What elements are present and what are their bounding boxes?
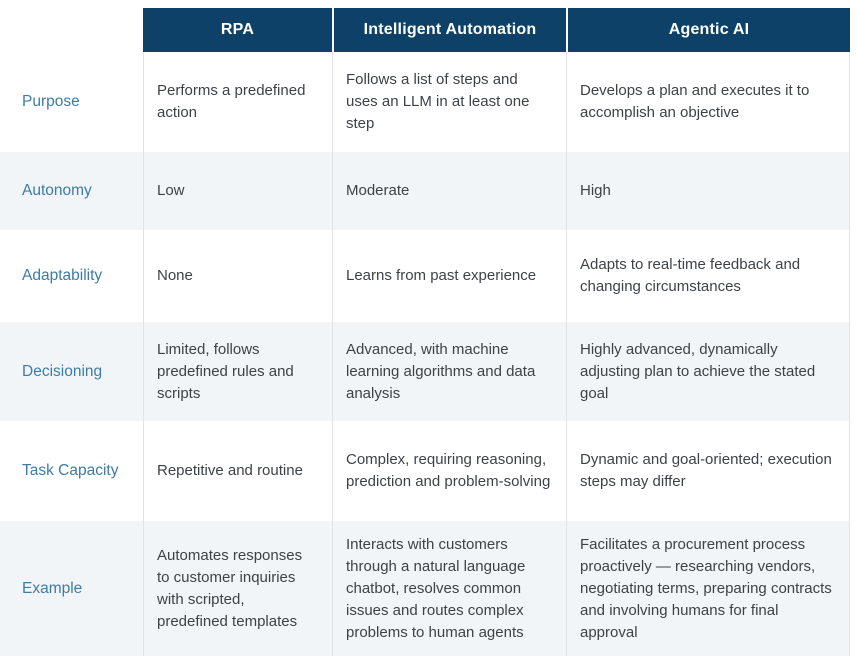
table-cell-autonomy-intelligent-automation: Moderate <box>332 152 566 230</box>
column-header-agentic-ai: Agentic AI <box>566 8 850 52</box>
table-cell-decisioning-rpa: Limited, follows predefined rules and sc… <box>143 322 332 421</box>
table-cell-task-capacity-rpa: Repetitive and routine <box>143 421 332 521</box>
table-cell-adaptability-agentic-ai: Adapts to real-time feedback and changin… <box>566 230 850 322</box>
row-label-example: Example <box>0 521 143 656</box>
row-label-adaptability: Adaptability <box>0 230 143 322</box>
row-label-autonomy: Autonomy <box>0 152 143 230</box>
table-cell-decisioning-agentic-ai: Highly advanced, dynamically adjusting p… <box>566 322 850 421</box>
table-cell-purpose-agentic-ai: Develops a plan and executes it to accom… <box>566 52 850 152</box>
table-cell-decisioning-intelligent-automation: Advanced, with machine learning algorith… <box>332 322 566 421</box>
row-label-purpose: Purpose <box>0 52 143 152</box>
column-header-intelligent-automation: Intelligent Automation <box>332 8 566 52</box>
table-cell-task-capacity-intelligent-automation: Complex, requiring reasoning, prediction… <box>332 421 566 521</box>
row-label-task-capacity: Task Capacity <box>0 421 143 521</box>
table-grid: RPA Intelligent Automation Agentic AI Pu… <box>0 8 850 656</box>
row-label-decisioning: Decisioning <box>0 322 143 421</box>
table-cell-example-agentic-ai: Facilitates a procurement process proact… <box>566 521 850 656</box>
table-cell-adaptability-rpa: None <box>143 230 332 322</box>
table-cell-autonomy-agentic-ai: High <box>566 152 850 230</box>
table-cell-task-capacity-agentic-ai: Dynamic and goal-oriented; execution ste… <box>566 421 850 521</box>
table-cell-adaptability-intelligent-automation: Learns from past experience <box>332 230 566 322</box>
column-header-rpa: RPA <box>143 8 332 52</box>
table-corner-cell <box>0 8 143 52</box>
table-cell-purpose-rpa: Performs a predefined action <box>143 52 332 152</box>
table-cell-autonomy-rpa: Low <box>143 152 332 230</box>
table-cell-example-rpa: Automates responses to customer inquirie… <box>143 521 332 656</box>
table-cell-example-intelligent-automation: Interacts with customers through a natur… <box>332 521 566 656</box>
table-cell-purpose-intelligent-automation: Follows a list of steps and uses an LLM … <box>332 52 566 152</box>
